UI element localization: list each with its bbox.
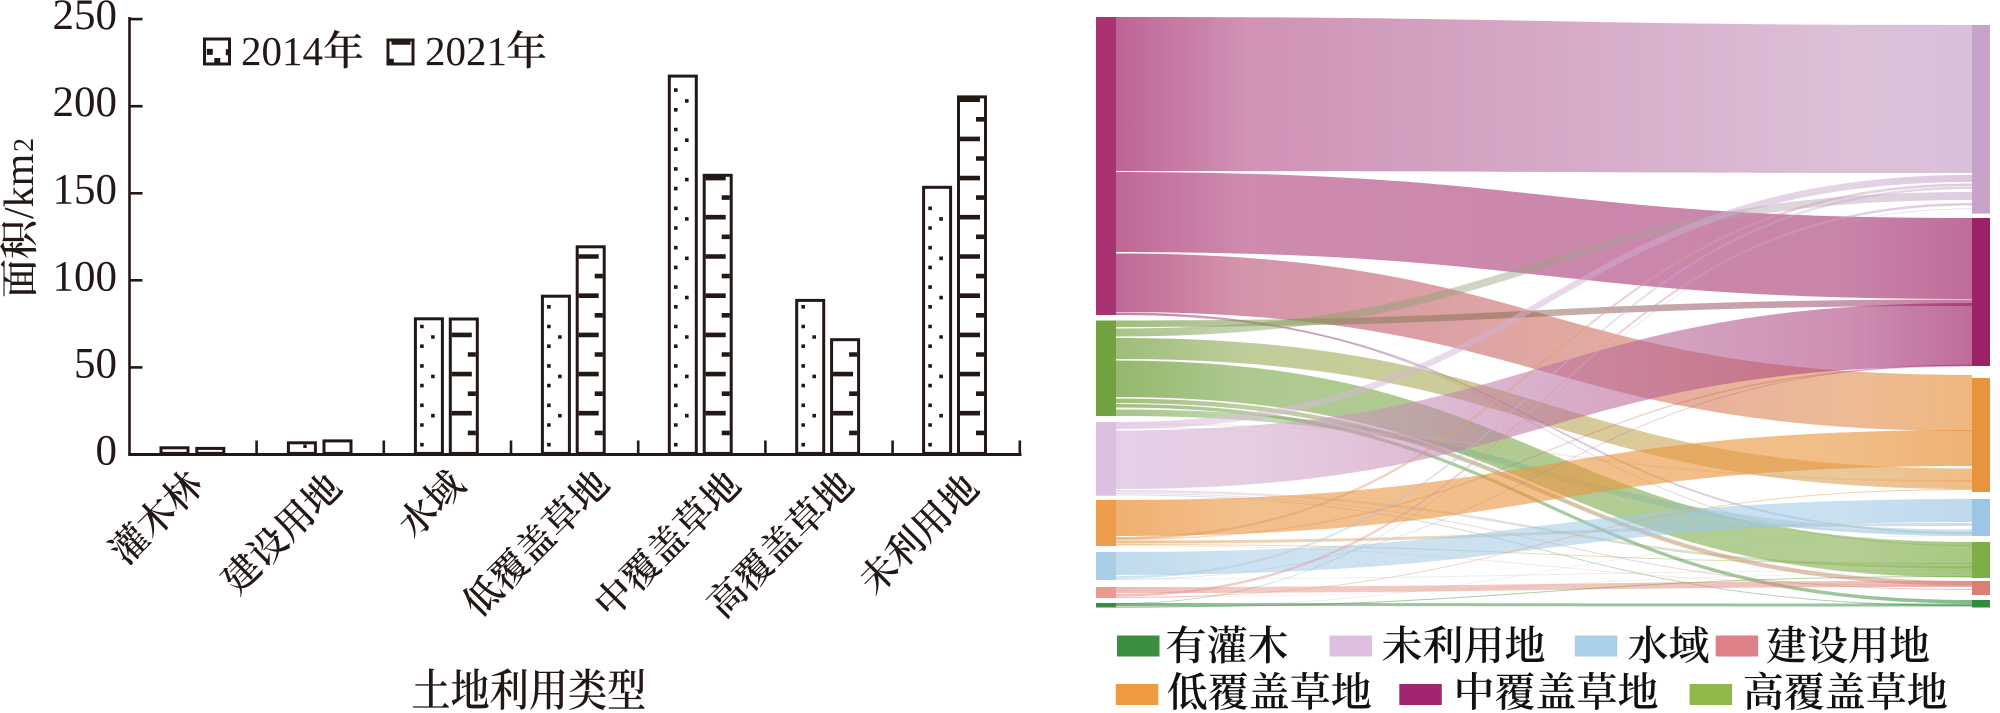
svg-text:2014: 2014 [241,28,323,74]
svg-text:250: 250 [53,0,118,39]
svg-text:150: 150 [53,166,118,213]
svg-text:200: 200 [53,79,118,126]
svg-text:0: 0 [96,428,118,475]
svg-text:2: 2 [9,138,40,152]
svg-text:2021: 2021 [425,28,507,74]
svg-text:50: 50 [74,340,117,387]
svg-text:/km: /km [0,153,43,219]
svg-text:100: 100 [53,253,118,300]
